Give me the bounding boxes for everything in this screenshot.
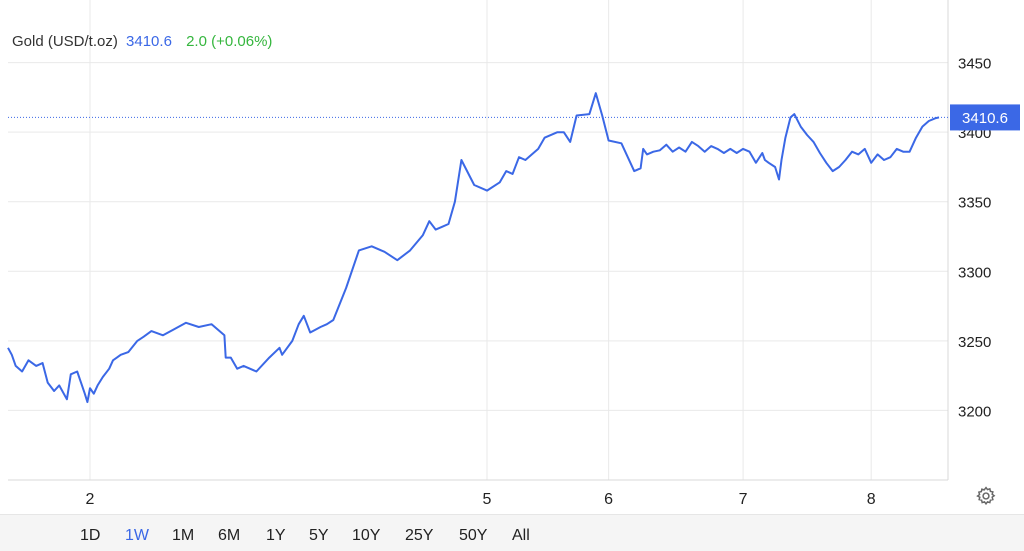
range-button-1m[interactable]: 1M bbox=[172, 527, 195, 544]
chart-grid bbox=[8, 0, 949, 481]
y-tick-label: 3300 bbox=[958, 264, 991, 281]
series-layer bbox=[7, 92, 940, 404]
range-selector-bar: 1D 1W 1M 6M 1Y 5Y 10Y 25Y 50Y All bbox=[0, 514, 1024, 551]
price-line bbox=[7, 92, 940, 404]
y-tick-label: 3450 bbox=[958, 56, 991, 73]
legend-change: 2.0 (+0.06%) bbox=[186, 33, 273, 50]
current-price-marker: 3410.6 bbox=[8, 104, 1020, 131]
x-tick-label: 5 bbox=[483, 491, 492, 508]
range-button-1y[interactable]: 1Y bbox=[266, 527, 286, 544]
legend-price: 3410.6 bbox=[126, 33, 172, 50]
current-price-label: 3410.6 bbox=[962, 110, 1008, 127]
range-button-1d[interactable]: 1D bbox=[80, 527, 101, 544]
x-tick-label: 6 bbox=[604, 491, 613, 508]
range-button-all[interactable]: All bbox=[512, 527, 530, 544]
range-button-25y[interactable]: 25Y bbox=[405, 527, 434, 544]
x-tick-label: 7 bbox=[739, 491, 748, 508]
y-tick-label: 3250 bbox=[958, 334, 991, 351]
range-button-10y[interactable]: 10Y bbox=[352, 527, 381, 544]
chart-legend: Gold (USD/t.oz) 3410.6 2.0 (+0.06%) bbox=[12, 33, 272, 50]
y-tick-label: 3350 bbox=[958, 195, 991, 212]
instrument-name: Gold (USD/t.oz) bbox=[12, 33, 118, 50]
range-button-6m[interactable]: 6M bbox=[218, 527, 241, 544]
x-axis: 2 5 6 7 8 bbox=[86, 491, 876, 508]
gear-icon[interactable] bbox=[975, 485, 997, 507]
current-price-box bbox=[950, 104, 1020, 131]
range-button-1w[interactable]: 1W bbox=[125, 527, 149, 544]
x-tick-label: 2 bbox=[86, 491, 95, 508]
range-button-5y[interactable]: 5Y bbox=[309, 527, 329, 544]
range-button-50y[interactable]: 50Y bbox=[459, 527, 488, 544]
y-tick-label: 3200 bbox=[958, 403, 991, 420]
x-tick-label: 8 bbox=[867, 491, 876, 508]
